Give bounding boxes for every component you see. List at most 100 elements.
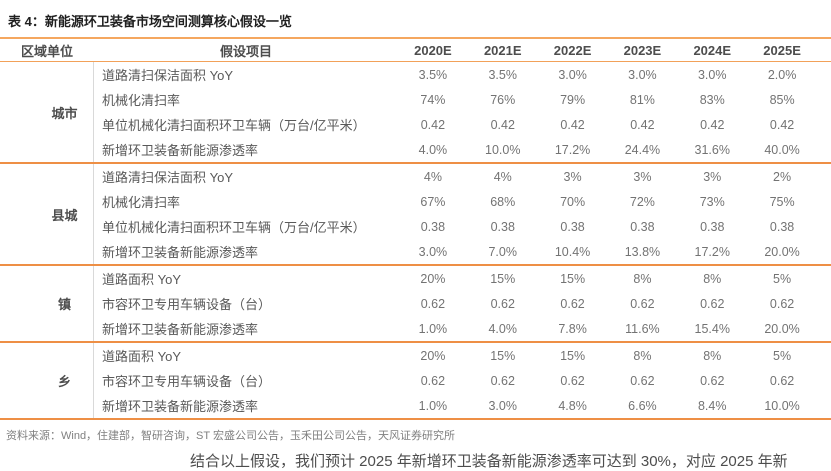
value-cell: 10.4% (554, 244, 591, 259)
source-note: 资料来源：Wind，住建部，智研咨询，ST 宏盛公司公告，玉禾田公司公告，天风证… (6, 430, 455, 442)
value-cell: 20% (420, 348, 446, 363)
value-cell: 0.38 (630, 219, 655, 234)
table-section: 镇道路面积 YoY 20% 15% 15% 8% 8% 5% 市容环卫专用车辆设备（台） 0.6… (0, 264, 831, 341)
value-cell: 0.62 (630, 373, 655, 388)
value-cell: 10.0% (485, 142, 521, 157)
region-label: 乡 (0, 343, 94, 418)
value-cell: 72% (629, 194, 655, 209)
value-cell: 2% (773, 169, 792, 184)
assumption-item-label: 机械化清扫率 (102, 195, 181, 210)
value-cell: 24.4% (624, 142, 661, 157)
value-cell: 0.42 (490, 117, 515, 132)
column-header-year-2021: 2021E (483, 42, 522, 58)
assumptions-table: 区域单位 假设项目 2020E 2021E 2022E 2023E 2024E … (0, 39, 831, 420)
value-cell: 10.0% (764, 398, 800, 413)
value-cell: 0.62 (560, 373, 585, 388)
region-label: 城市 (0, 62, 94, 162)
table-header-row: 区域单位 假设项目 2020E 2021E 2022E 2023E 2024E … (0, 39, 831, 62)
value-cell: 85% (769, 92, 795, 107)
value-cell: 7.8% (558, 321, 587, 336)
value-cell: 73% (699, 194, 725, 209)
value-cell: 75% (769, 194, 795, 209)
value-cell: 3% (563, 169, 582, 184)
assumption-item-label: 单位机械化清扫面积环卫车辆（万台/亿平米） (102, 220, 366, 235)
assumption-item-label: 机械化清扫率 (102, 93, 181, 108)
column-header-year-2020: 2020E (414, 42, 452, 58)
value-cell: 0.62 (420, 373, 446, 388)
value-cell: 0.42 (769, 117, 795, 132)
value-cell: 0.62 (420, 296, 446, 311)
table-body: 城市 道路清扫保洁面积 YoY 3.5% 3.5% 3.0% 3.0% 3.0% 2.0% 机械… (0, 62, 831, 418)
value-cell: 3.0% (697, 67, 727, 82)
assumption-item-label: 市容环卫专用车辆设备（台） (102, 297, 272, 312)
value-cell: 0.62 (490, 373, 515, 388)
value-cell: 5% (773, 271, 792, 286)
column-header-year-2023: 2023E (623, 42, 662, 58)
assumption-item-label: 新增环卫装备新能源渗透率 (102, 399, 259, 414)
value-cell: 20.0% (764, 321, 800, 336)
value-cell: 0.62 (490, 296, 515, 311)
value-cell: 0.42 (420, 117, 446, 132)
value-cell: 3.0% (418, 244, 448, 259)
assumption-item-label: 新增环卫装备新能源渗透率 (102, 245, 259, 260)
column-header-region: 区域单位 (20, 43, 73, 59)
value-cell: 3% (703, 169, 722, 184)
value-cell: 0.38 (490, 219, 515, 234)
value-cell: 0.38 (769, 219, 795, 234)
value-cell: 0.42 (560, 117, 585, 132)
value-cell: 68% (490, 194, 516, 209)
value-cell: 31.6% (694, 142, 730, 157)
value-cell: 0.62 (700, 296, 725, 311)
value-cell: 13.8% (624, 244, 661, 259)
value-cell: 81% (629, 92, 655, 107)
value-cell: 0.42 (630, 117, 655, 132)
value-cell: 0.62 (630, 296, 655, 311)
value-cell: 4% (423, 169, 442, 184)
assumption-item-label: 新增环卫装备新能源渗透率 (102, 143, 259, 158)
table-title: 表 4：新能源环卫装备市场空间测算核心假设一览 (0, 0, 831, 39)
table-section: 县城 道路清扫保洁面积 YoY 4% 4% 3% 3% 3% 2% 机械化清扫率 67% 68% 70… (0, 162, 831, 264)
column-header-year-2025: 2025E (763, 42, 801, 58)
value-cell: 3% (633, 169, 652, 184)
value-cell: 5% (773, 348, 792, 363)
table-section: 乡道路面积 YoY 20% 15% 15% 8% 8% 5% 市容环卫专用车辆设备（台） 0.6… (0, 341, 831, 418)
assumption-item-label: 单位机械化清扫面积环卫车辆（万台/亿平米） (102, 118, 366, 133)
assumption-item-label: 道路面积 YoY (102, 349, 181, 364)
region-label: 镇 (0, 266, 94, 341)
value-cell: 15% (490, 271, 516, 286)
value-cell: 4.0% (418, 142, 448, 157)
value-cell: 0.38 (700, 219, 725, 234)
value-cell: 76% (490, 92, 516, 107)
value-cell: 1.0% (418, 321, 448, 336)
value-cell: 79% (560, 92, 586, 107)
value-cell: 40.0% (764, 142, 800, 157)
value-cell: 0.62 (700, 373, 725, 388)
value-cell: 20% (420, 271, 446, 286)
value-cell: 15% (560, 348, 586, 363)
assumption-item-label: 市容环卫专用车辆设备（台） (102, 374, 272, 389)
value-cell: 8% (633, 348, 652, 363)
partial-body-text: 结合以上假设，我们预计 2025 年新增环卫装备新能源渗透率可达到 30%，对应… (190, 453, 788, 470)
value-cell: 3.0% (488, 398, 517, 413)
value-cell: 20.0% (764, 244, 800, 259)
value-cell: 6.6% (628, 398, 657, 413)
value-cell: 11.6% (625, 321, 660, 336)
value-cell: 4.8% (558, 398, 587, 413)
assumption-item-label: 道路清扫保洁面积 YoY (102, 68, 233, 83)
value-cell: 3.0% (628, 67, 657, 82)
value-cell: 4% (493, 169, 512, 184)
value-cell: 8% (633, 271, 652, 286)
value-cell: 0.62 (769, 373, 795, 388)
value-cell: 2.0% (767, 67, 797, 82)
value-cell: 3.0% (558, 67, 587, 82)
value-cell: 7.0% (488, 244, 517, 259)
value-cell: 3.5% (418, 67, 448, 82)
value-cell: 74% (420, 92, 446, 107)
value-cell: 0.38 (560, 219, 585, 234)
value-cell: 83% (699, 92, 725, 107)
value-cell: 0.38 (420, 219, 446, 234)
value-cell: 8.4% (697, 398, 727, 413)
table-section: 城市 道路清扫保洁面积 YoY 3.5% 3.5% 3.0% 3.0% 3.0% 2.0% 机械… (0, 62, 831, 162)
assumption-item-label: 新增环卫装备新能源渗透率 (102, 322, 259, 337)
value-cell: 0.42 (700, 117, 725, 132)
